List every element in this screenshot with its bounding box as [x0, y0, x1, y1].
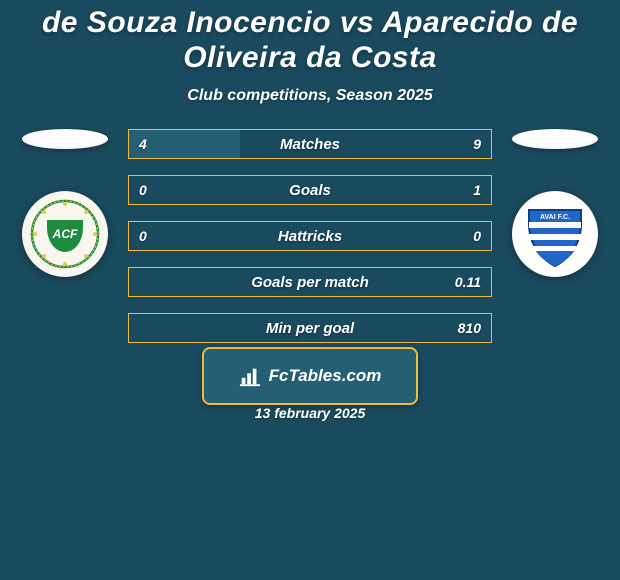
stat-row: 0 Goals 1 [128, 175, 492, 205]
stat-value-right: 0.11 [455, 274, 481, 290]
subtitle: Club competitions, Season 2025 [187, 87, 432, 105]
stat-row: 4 Matches 9 [128, 129, 492, 159]
right-halo [512, 129, 598, 149]
date-label: 13 february 2025 [255, 405, 366, 421]
stat-label: Min per goal [266, 320, 354, 337]
page-title: de Souza Inocencio vs Aparecido de Olive… [0, 6, 620, 75]
fctables-logo: FcTables.com [202, 347, 418, 405]
stat-value-left: 0 [139, 182, 147, 198]
stat-row: Goals per match 0.11 [128, 267, 492, 297]
stat-row: 0 Hattricks 0 [128, 221, 492, 251]
stat-value-left: 4 [139, 136, 147, 152]
stat-label: Goals [289, 182, 331, 199]
left-halo [22, 129, 108, 149]
bar-chart-icon [239, 365, 261, 387]
stat-label: Goals per match [251, 274, 369, 291]
right-side: AVAI F.C. [508, 129, 602, 277]
logo-text: FcTables.com [269, 366, 382, 386]
left-side: ACF [18, 129, 112, 277]
avai-badge-icon: AVAI F.C. [519, 198, 591, 270]
stat-value-left: 0 [139, 228, 147, 244]
chapecoense-badge-icon: ACF [29, 198, 101, 270]
stats-column: 4 Matches 9 0 Goals 1 0 Hattricks 0 Goals per mat… [112, 129, 508, 343]
stat-value-right: 810 [458, 320, 481, 336]
comparison-block: ACF 4 Matches 9 0 Goals 1 0 Hattricks 0 Goals per… [0, 129, 620, 343]
stat-value-right: 9 [473, 136, 481, 152]
stat-value-right: 1 [473, 182, 481, 198]
stat-label: Matches [280, 136, 340, 153]
svg-text:AVAI F.C.: AVAI F.C. [540, 214, 570, 221]
stat-value-right: 0 [473, 228, 481, 244]
svg-text:ACF: ACF [52, 227, 78, 241]
stat-label: Hattricks [278, 228, 342, 245]
right-team-badge: AVAI F.C. [512, 191, 598, 277]
stat-row: Min per goal 810 [128, 313, 492, 343]
left-team-badge: ACF [22, 191, 108, 277]
